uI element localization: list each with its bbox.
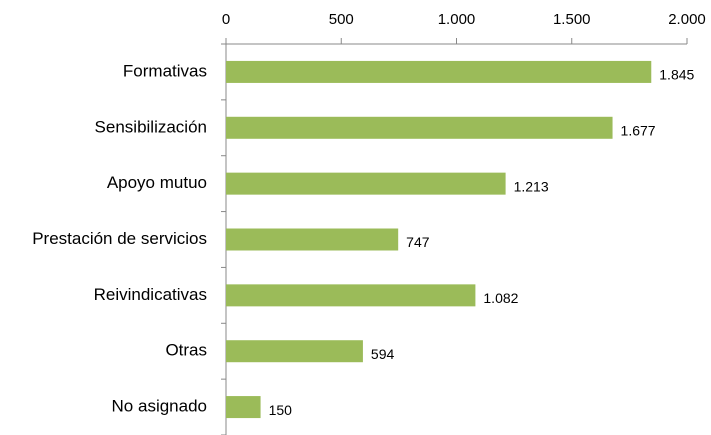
x-tick-label: 2.000 bbox=[668, 11, 706, 28]
y-tick-label: No asignado bbox=[112, 397, 207, 416]
y-tick-label: Prestación de servicios bbox=[32, 229, 207, 248]
y-tick-label: Reivindicativas bbox=[94, 285, 207, 304]
value-label: 594 bbox=[371, 346, 395, 362]
x-tick-label: 500 bbox=[329, 11, 354, 28]
value-label: 747 bbox=[406, 234, 430, 250]
x-tick-label: 0 bbox=[222, 11, 230, 28]
y-tick-label: Formativas bbox=[123, 61, 207, 80]
value-label: 1.213 bbox=[514, 178, 549, 194]
bar bbox=[226, 340, 363, 363]
value-label: 1.082 bbox=[483, 290, 518, 306]
bar bbox=[226, 116, 613, 139]
value-label: 1.845 bbox=[659, 67, 694, 83]
bar bbox=[226, 60, 652, 83]
value-label: 1.677 bbox=[621, 122, 656, 138]
x-tick-label: 1.500 bbox=[553, 11, 591, 28]
y-tick-label: Sensibilización bbox=[95, 117, 207, 136]
bar bbox=[226, 284, 476, 307]
bar bbox=[226, 228, 399, 251]
y-tick-label: Apoyo mutuo bbox=[107, 173, 207, 192]
bar bbox=[226, 396, 261, 419]
y-tick-label: Otras bbox=[165, 341, 207, 360]
bar bbox=[226, 172, 506, 195]
x-tick-label: 1.000 bbox=[438, 11, 476, 28]
value-label: 150 bbox=[269, 402, 293, 418]
